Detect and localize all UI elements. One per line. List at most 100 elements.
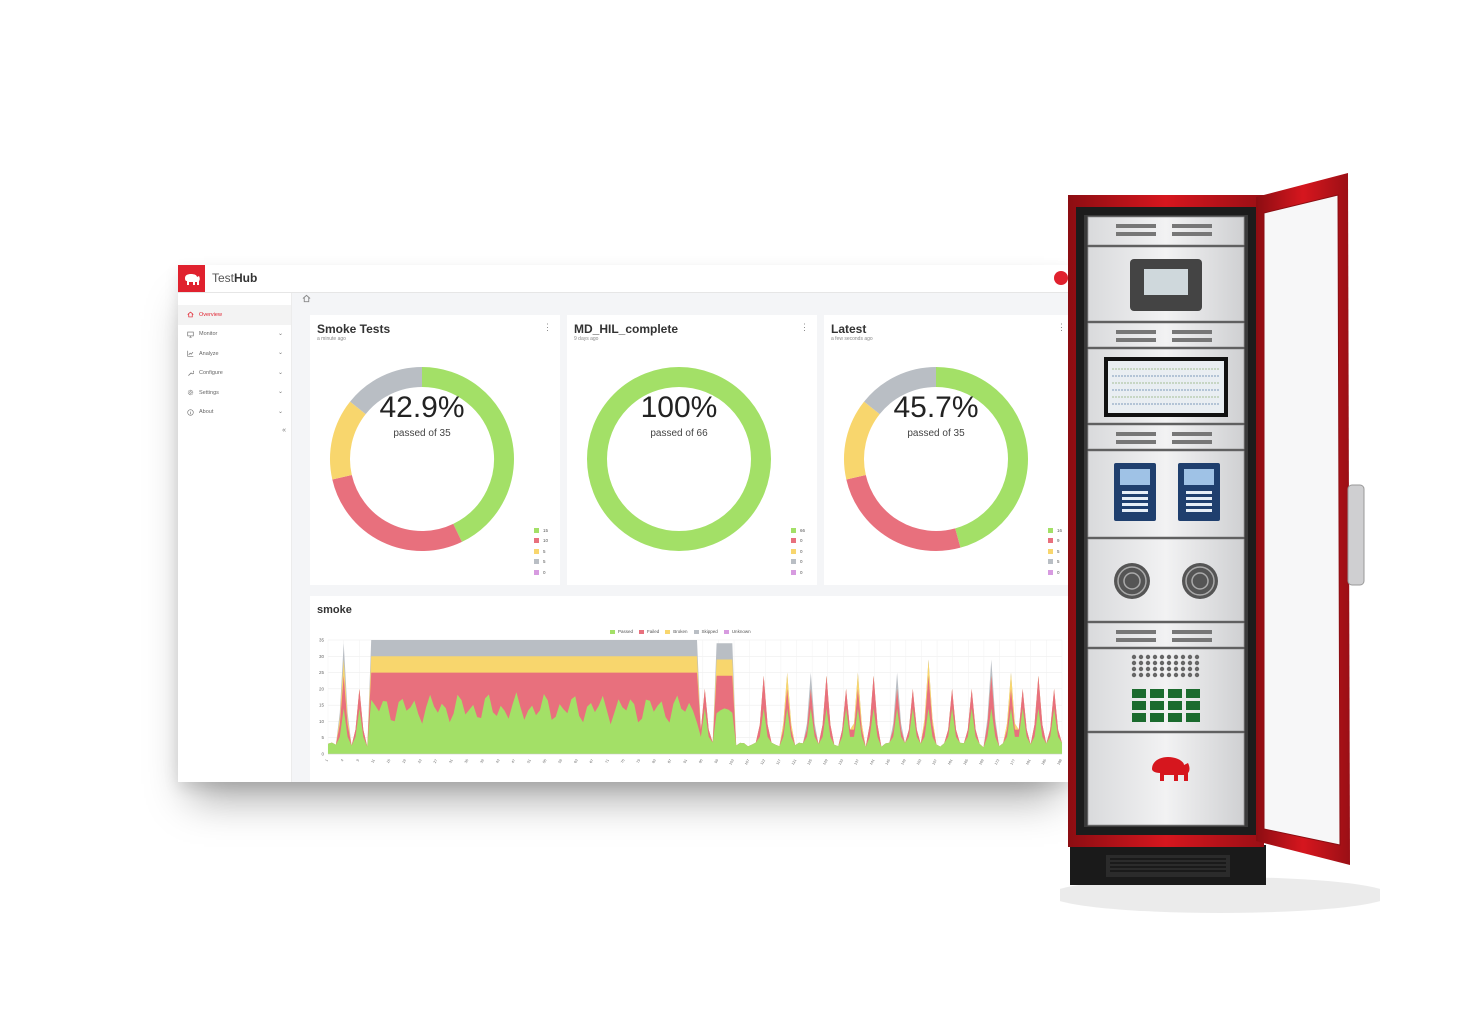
sidebar-item-analyze[interactable]: Analyze ⌄ [178, 344, 291, 364]
rack-unit [1087, 648, 1245, 732]
relay-button-row [1186, 509, 1212, 512]
x-tick-label: 31 [448, 759, 453, 764]
x-tick-label: 181 [1025, 759, 1031, 766]
sidebar-item-label: About [199, 409, 214, 416]
controller-display [1144, 269, 1188, 295]
legend-label: 5 [543, 548, 546, 554]
legend-item[interactable]: Passed [610, 629, 633, 634]
legend-item[interactable]: 0 [791, 567, 805, 578]
legend-item[interactable]: Skipped [693, 629, 718, 634]
sidebar-item-settings[interactable]: Settings ⌄ [178, 383, 291, 403]
legend-item[interactable]: 16 [1048, 525, 1062, 536]
sidebar-item-configure[interactable]: Configure ⌄ [178, 364, 291, 384]
chevron-down-icon[interactable]: ⌄ [277, 330, 283, 337]
breadcrumb-home-icon[interactable] [302, 294, 311, 303]
summary-card-md-hil-complete[interactable]: MD_HIL_complete 9 days ago ⋮ 100% passed… [567, 315, 817, 585]
donut-chart [330, 367, 514, 551]
summary-card-smoke-tests[interactable]: Smoke Tests a minute ago ⋮ 42.9% passed … [310, 315, 560, 585]
fan-grille [1117, 566, 1147, 596]
legend-item[interactable]: 5 [534, 546, 548, 557]
legend-item[interactable]: Unknown [723, 629, 751, 634]
sidebar-item-monitor[interactable]: Monitor ⌄ [178, 325, 291, 345]
sidebar-item-overview[interactable]: Overview [178, 305, 291, 325]
x-tick-label: 157 [931, 759, 937, 766]
chevron-down-icon[interactable]: ⌄ [277, 369, 283, 376]
connector-port [1159, 672, 1165, 678]
x-tick-label: 129 [822, 759, 828, 766]
legend-item[interactable]: 0 [1048, 567, 1062, 578]
legend-label: 0 [1057, 569, 1060, 575]
connector-port [1159, 654, 1165, 660]
passed-percent: 100% [640, 391, 718, 424]
vent-slot [1172, 232, 1212, 236]
y-tick-label: 5 [321, 735, 324, 740]
legend-item[interactable]: 0 [791, 557, 805, 568]
relay-button-row [1122, 503, 1148, 506]
x-tick-label: 153 [916, 759, 922, 766]
more-vert-icon[interactable]: ⋮ [1057, 322, 1066, 332]
legend-label: 5 [1057, 548, 1060, 554]
chart-icon [187, 350, 194, 357]
terminal-block [1186, 689, 1200, 698]
legend-item[interactable]: Failed [639, 629, 659, 634]
legend-item[interactable]: 5 [534, 557, 548, 568]
chevron-down-icon[interactable]: ⌄ [277, 389, 283, 395]
passed-percent: 42.9% [379, 391, 465, 424]
connector-port [1187, 654, 1193, 660]
legend-swatch [791, 527, 796, 533]
sidebar-item-label: Overview [199, 311, 222, 318]
legend-item[interactable]: 5 [1048, 557, 1062, 568]
chevron-down-icon[interactable]: ⌄ [277, 408, 283, 415]
vent-slot [1116, 330, 1156, 334]
avatar[interactable] [1054, 271, 1068, 285]
more-vert-icon[interactable]: ⋮ [543, 322, 552, 332]
x-tick-label: 19 [401, 759, 406, 764]
chevron-down-icon[interactable]: ⌄ [277, 350, 283, 356]
connector-port [1138, 672, 1144, 678]
sidebar-item-about[interactable]: About ⌄ [178, 403, 291, 423]
legend-item[interactable]: 9 [1048, 536, 1062, 547]
card-title: Smoke Tests [317, 322, 391, 336]
connector-port [1138, 660, 1144, 666]
legend-label: 0 [543, 569, 546, 575]
legend-label: Skipped [701, 629, 718, 634]
legend-label: 16 [1057, 527, 1063, 533]
legend-item[interactable]: Broken [665, 629, 688, 634]
x-tick-label: 103 [728, 759, 734, 766]
connector-port [1131, 654, 1137, 660]
x-tick-label: 177 [1010, 759, 1016, 766]
legend-swatch [1048, 527, 1053, 533]
x-tick-label: 35 [464, 759, 469, 764]
donut-slice [350, 367, 423, 415]
connector-port [1187, 660, 1193, 666]
legend-swatch [639, 629, 645, 634]
card-title: Latest [831, 322, 867, 336]
x-tick-label: 107 [744, 759, 750, 766]
legend-item[interactable]: 5 [1048, 546, 1062, 557]
legend-swatch [693, 629, 699, 634]
elephant-logo-icon[interactable] [178, 265, 205, 292]
y-tick-label: 15 [319, 703, 325, 708]
connector-port [1166, 654, 1172, 660]
vent-slot [1172, 338, 1212, 342]
terminal-block [1150, 713, 1164, 722]
gear-icon [187, 390, 194, 396]
collapse-sidebar-button[interactable]: « [282, 427, 286, 434]
legend-item[interactable]: 0 [791, 546, 805, 557]
legend-label: Failed [647, 629, 660, 634]
x-tick-label: 145 [885, 759, 891, 766]
legend-item[interactable]: 0 [534, 567, 548, 578]
legend-item[interactable]: 10 [534, 536, 548, 547]
connector-port [1145, 660, 1151, 666]
terminal-block [1132, 701, 1146, 710]
x-tick-label: 47 [511, 759, 516, 764]
connector-port [1194, 666, 1200, 672]
summary-card-latest[interactable]: Latest a few seconds ago ⋮ 45.7% passed … [824, 315, 1070, 585]
x-tick-label: 149 [900, 759, 906, 766]
legend-item[interactable]: 66 [791, 525, 805, 536]
more-vert-icon[interactable]: ⋮ [800, 322, 809, 332]
connector-port [1173, 672, 1179, 678]
terminal-block [1168, 689, 1182, 698]
legend-item[interactable]: 15 [534, 525, 548, 536]
legend-item[interactable]: 0 [791, 536, 805, 547]
